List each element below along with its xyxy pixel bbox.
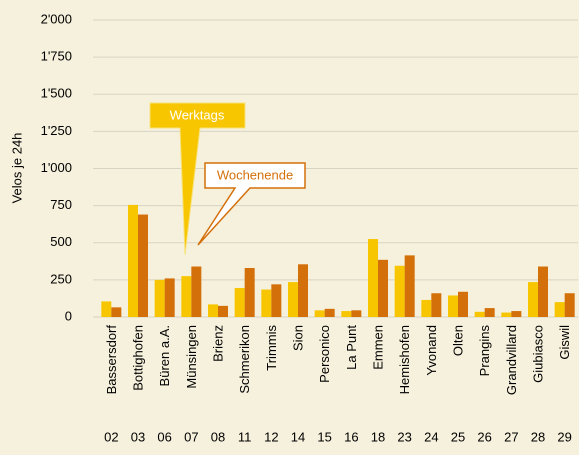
x-tick-label: Bassersdorf: [104, 325, 119, 395]
bar: [154, 279, 165, 317]
category-code: 15: [317, 429, 331, 444]
category-code: 07: [184, 429, 198, 444]
bar: [208, 304, 218, 317]
category-code: 24: [424, 429, 438, 444]
category-code: 03: [131, 429, 145, 444]
bar: [564, 293, 575, 317]
category-code: 06: [157, 429, 171, 444]
bar: [298, 264, 308, 317]
x-tick-label: Yvonand: [424, 325, 439, 376]
category-code: 11: [238, 429, 252, 444]
bar: [341, 311, 352, 317]
bar: [288, 282, 298, 317]
x-tick-label: Giswil: [557, 325, 572, 360]
y-tick-label: 250: [50, 271, 72, 286]
x-tick-label: Münsingen: [184, 325, 199, 389]
category-code: 27: [504, 429, 518, 444]
plot: 0 250 500 750 1'000 1'250 1'500 1'750 2'000 Basse…: [41, 11, 578, 444]
category-code: 18: [371, 429, 385, 444]
category-code: 25: [451, 429, 465, 444]
category-code: 12: [264, 429, 278, 444]
bar: [378, 259, 388, 317]
bar: [181, 276, 192, 317]
bar: [271, 284, 282, 317]
y-tick-label: 500: [50, 234, 72, 249]
bar: [511, 311, 522, 317]
x-tick-label: Schmerikon: [237, 325, 252, 394]
bar: [244, 267, 255, 317]
bar: [458, 291, 468, 317]
bar: [111, 307, 122, 317]
bar: [138, 214, 148, 317]
bar: [474, 311, 485, 317]
y-tick-label: 0: [65, 308, 72, 323]
bar: [314, 310, 325, 317]
bar: [351, 310, 362, 317]
x-tick-label: La Punt: [344, 325, 359, 370]
y-tick-label: 1'750: [41, 49, 72, 64]
x-tick-label: Grandvillard: [504, 325, 519, 395]
x-tick-label: Büren a.A.: [157, 325, 172, 386]
x-tick-label: Bottighofen: [130, 325, 145, 391]
y-tick-label: 1'000: [41, 160, 72, 175]
y-tick-label: 1'500: [41, 86, 72, 101]
bar: [501, 312, 512, 317]
x-tick-label: Prangins: [477, 325, 492, 377]
bar: [191, 266, 202, 317]
bar: [431, 293, 442, 317]
bar: [368, 239, 378, 317]
bar: [448, 295, 458, 317]
bar: [324, 308, 335, 317]
y-tick-label: 750: [50, 197, 72, 212]
category-code: 28: [531, 429, 545, 444]
bar: [261, 289, 272, 317]
category-code: 08: [211, 429, 225, 444]
x-tick-label: Trimmis: [264, 325, 279, 371]
x-tick-label: Personico: [317, 325, 332, 383]
bar: [421, 299, 432, 317]
x-tick-label: Hemishofen: [397, 325, 412, 394]
x-tick-label: Emmen: [370, 325, 385, 370]
category-code: 02: [104, 429, 118, 444]
y-tick-label: 1'250: [41, 123, 72, 138]
category-code: 29: [557, 429, 571, 444]
callout-wochenende: [197, 162, 306, 246]
legend-label: Werktags: [170, 107, 225, 122]
bar: [101, 301, 112, 317]
y-tick-label: 2'000: [41, 11, 72, 26]
category-code: 16: [344, 429, 358, 444]
category-code: 26: [477, 429, 491, 444]
bar: [404, 255, 415, 317]
legend-label: Wochenende: [217, 167, 293, 182]
y-axis-label: Velos je 24h: [9, 133, 24, 204]
x-tick-label: Brienz: [210, 325, 225, 362]
bar: [484, 308, 495, 317]
bar: [394, 265, 405, 317]
bar: [128, 204, 138, 317]
bar: [528, 282, 538, 317]
x-tick-label: Olten: [450, 325, 465, 356]
x-tick-label: Giubiasco: [530, 325, 545, 383]
x-tick-label: Sion: [290, 325, 305, 351]
callout-werktags: [149, 102, 246, 256]
category-code: 14: [291, 429, 305, 444]
bar: [554, 302, 565, 317]
bar: [538, 266, 548, 317]
bar: [234, 288, 245, 317]
bar: [164, 278, 175, 317]
category-code: 23: [397, 429, 411, 444]
bar: [218, 305, 228, 317]
